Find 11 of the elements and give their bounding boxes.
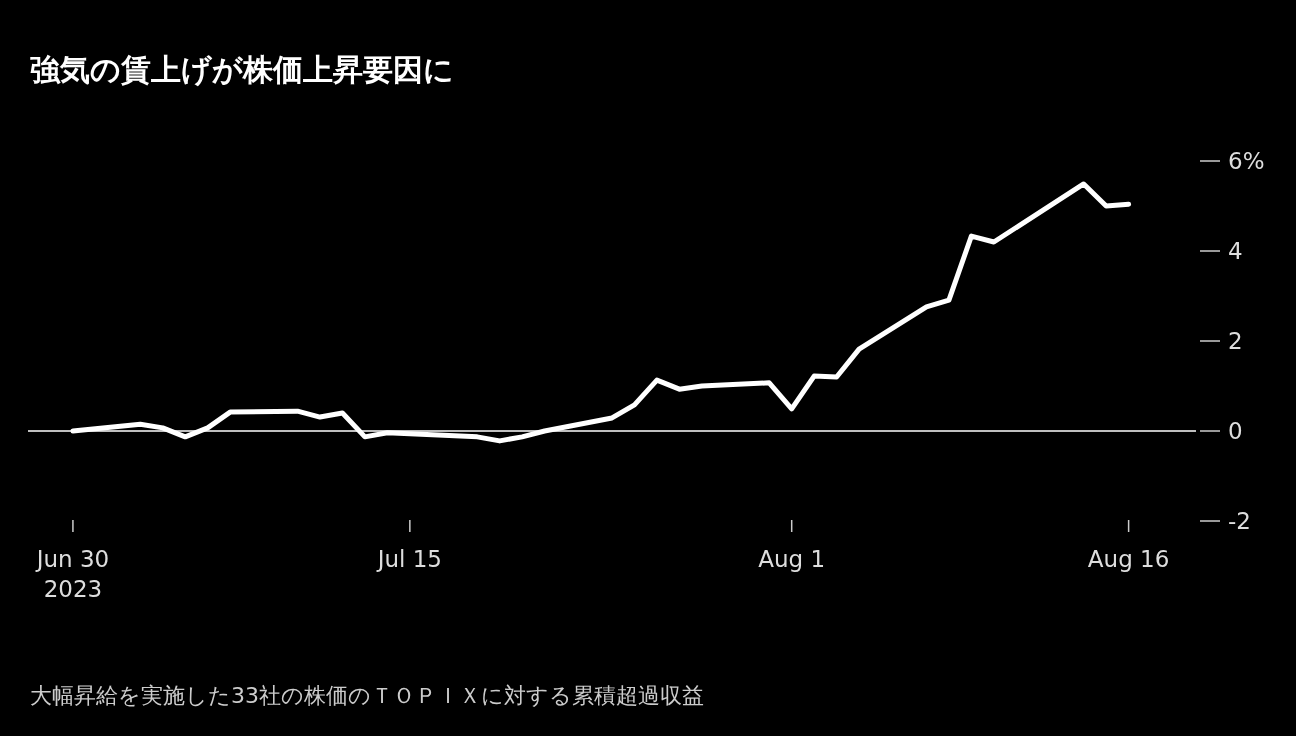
y-tick-label: 4: [1228, 238, 1243, 264]
x-tick-label: Aug 1: [758, 546, 826, 572]
x-tick-label: Jul 15: [375, 546, 443, 572]
y-tick-label: 0: [1228, 418, 1243, 444]
chart-title: 強気の賃上げが株価上昇要因に: [30, 52, 454, 87]
y-tick-label: -2: [1228, 508, 1251, 534]
text: 大幅昇給を実施した33社の株価のＴＯＰＩＸに対する累積超過収益: [30, 683, 704, 708]
x-tick-label: Aug 16: [1087, 546, 1170, 572]
y-tick-label: 2: [1228, 328, 1243, 354]
x-tick-label: Jun 30 2023: [34, 546, 110, 602]
y-tick-label: 6%: [1228, 148, 1265, 174]
